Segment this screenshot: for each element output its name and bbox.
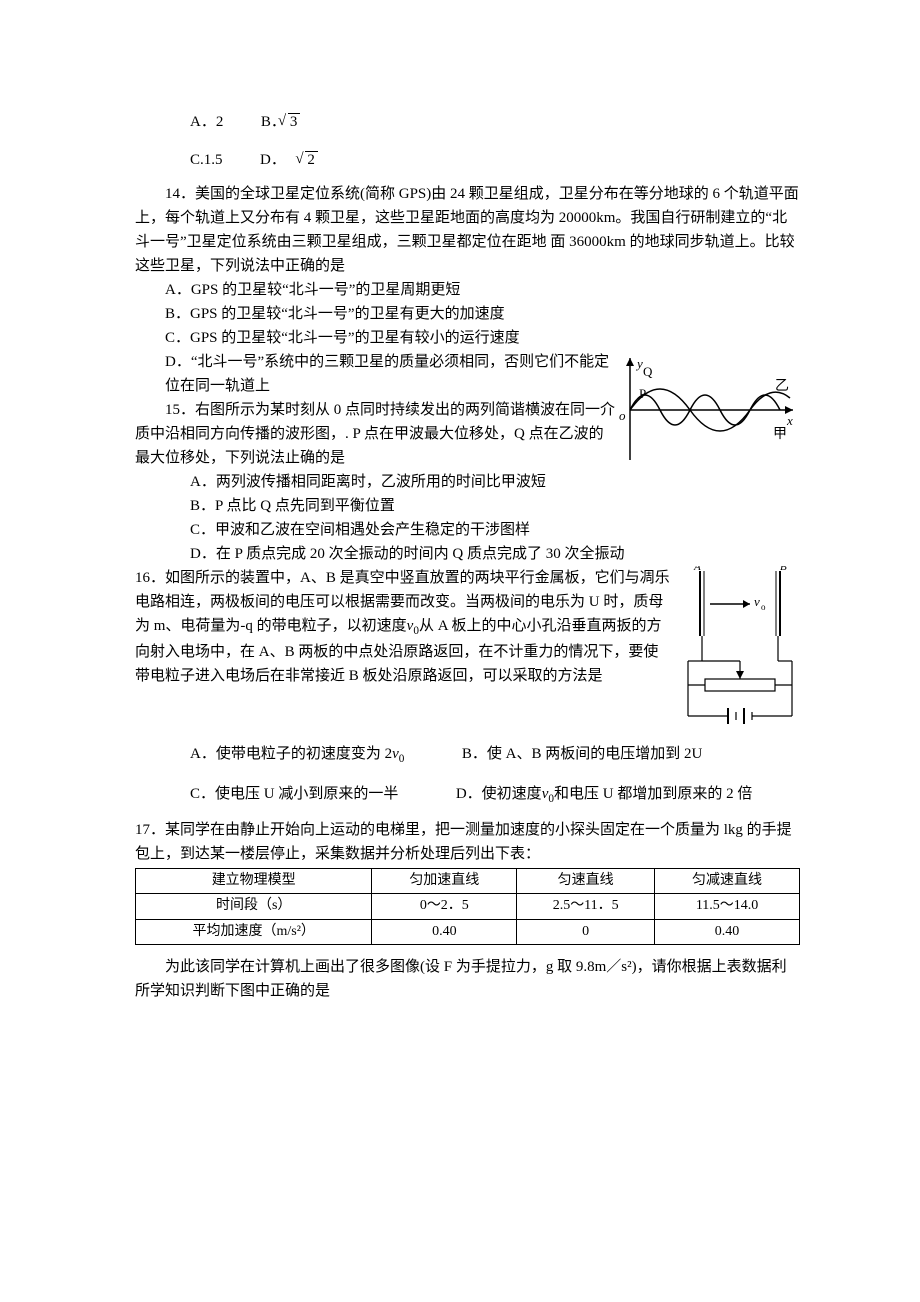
plate-b-label: B <box>780 566 787 573</box>
sqrt-3: √3 <box>286 110 301 134</box>
th-dec: 匀减速直线 <box>655 869 800 894</box>
th-model: 建立物理模型 <box>136 869 372 894</box>
q17-table: 建立物理模型 匀加速直线 匀速直线 匀减速直线 时间段（s） 0～2．5 2.5… <box>135 868 800 945</box>
table-row-header: 建立物理模型 匀加速直线 匀速直线 匀减速直线 <box>136 869 800 894</box>
table-row-accel: 平均加速度（m/s²） 0.40 0 0.40 <box>136 919 800 944</box>
q15-stem: 15．右图所示为某时刻从 0 点同时持续发出的两列简谐横波在同一介质中沿相同方向… <box>135 398 615 470</box>
axis-y-label: y <box>635 356 643 371</box>
q16-circuit-figure: A B v o <box>672 566 800 736</box>
sqrt-2: √2 <box>303 148 318 172</box>
axis-x-label: x <box>786 413 793 428</box>
q15-opt-d: D．在 P 质点完成 20 次全振动的时间内 Q 质点完成了 30 次全振动 <box>135 542 800 566</box>
q15-opt-b: B．P 点比 Q 点先同到平衡位置 <box>135 494 800 518</box>
table-row-time: 时间段（s） 0～2．5 2.5～11．5 11.5～14.0 <box>136 894 800 919</box>
q17-stem: 17．某同学在由静止开始向上运动的电梯里，把一测量加速度的小探头固定在一个质量为… <box>135 818 800 866</box>
origin-label: o <box>619 408 626 423</box>
q-label: Q <box>643 364 653 379</box>
q13-opt-d-prefix: D． <box>260 152 286 168</box>
q14-opt-c: C．GPS 的卫星较“北斗一号”的卫星有较小的运行速度 <box>135 326 800 350</box>
v0-sub: o <box>761 602 766 612</box>
th-const: 匀速直线 <box>517 869 655 894</box>
q15-opt-c: C．甲波和乙波在空间相遇处会产生稳定的干涉图样 <box>135 518 800 542</box>
q13-options-row1: A．2 B．√3 <box>135 110 800 134</box>
q13-opt-a: A．2 <box>190 114 223 130</box>
q13-opt-c: C.1.5 <box>190 152 223 168</box>
jia-label: 甲 <box>773 427 787 442</box>
q16-opt-a: A．使带电粒子的初速度变为 2v0 <box>190 746 404 762</box>
q14-opt-a: A．GPS 的卫星较“北斗一号”的卫星周期更短 <box>135 278 800 302</box>
q14-opt-b: B．GPS 的卫星较“北斗一号”的卫星有更大的加速度 <box>135 302 800 326</box>
q16-opt-b: B．使 A、B 两板间的电压增加到 2U <box>462 746 702 762</box>
q16-opt-c: C．使电压 U 减小到原来的一半 <box>190 786 398 802</box>
p-label: P <box>639 386 646 401</box>
v0-label: v <box>754 594 760 609</box>
yi-label: 乙 <box>775 378 789 394</box>
q14-stem: 14．美国的全球卫星定位系统(简称 GPS)由 24 颗卫星组成，卫星分布在等分… <box>135 182 800 278</box>
q16-stem: 16．如图所示的装置中，A、B 是真空中竖直放置的两块平行金属板，它们与凋乐电路… <box>135 566 672 688</box>
q17-foot: 为此该同学在计算机上画出了很多图像(设 F 为手提拉力，g 取 9.8m／s²)… <box>135 955 800 1003</box>
q15-wave-figure: y x o P Q 乙 甲 <box>615 350 800 494</box>
q16-opt-d: D．使初速度v0和电压 U 都增加到原来的 2 倍 <box>456 786 752 802</box>
plate-a-label: A <box>693 566 701 573</box>
q15-opt-a: A．两列波传播相同距离时，乙波所用的时间比甲波短 <box>135 470 615 494</box>
q16-opt-row1: A．使带电粒子的初速度变为 2v0 B．使 A、B 两板间的电压增加到 2U <box>135 742 800 768</box>
q13-options-row2: C.1.5 D． √2 <box>135 148 800 172</box>
q14-opt-d: D．“北斗一号”系统中的三颗卫星的质量必须相同，否则它们不能定位在同一轨道上 <box>135 350 615 398</box>
th-acc: 匀加速直线 <box>372 869 517 894</box>
q16-opt-row2: C．使电压 U 减小到原来的一半 D．使初速度v0和电压 U 都增加到原来的 2… <box>135 782 800 808</box>
